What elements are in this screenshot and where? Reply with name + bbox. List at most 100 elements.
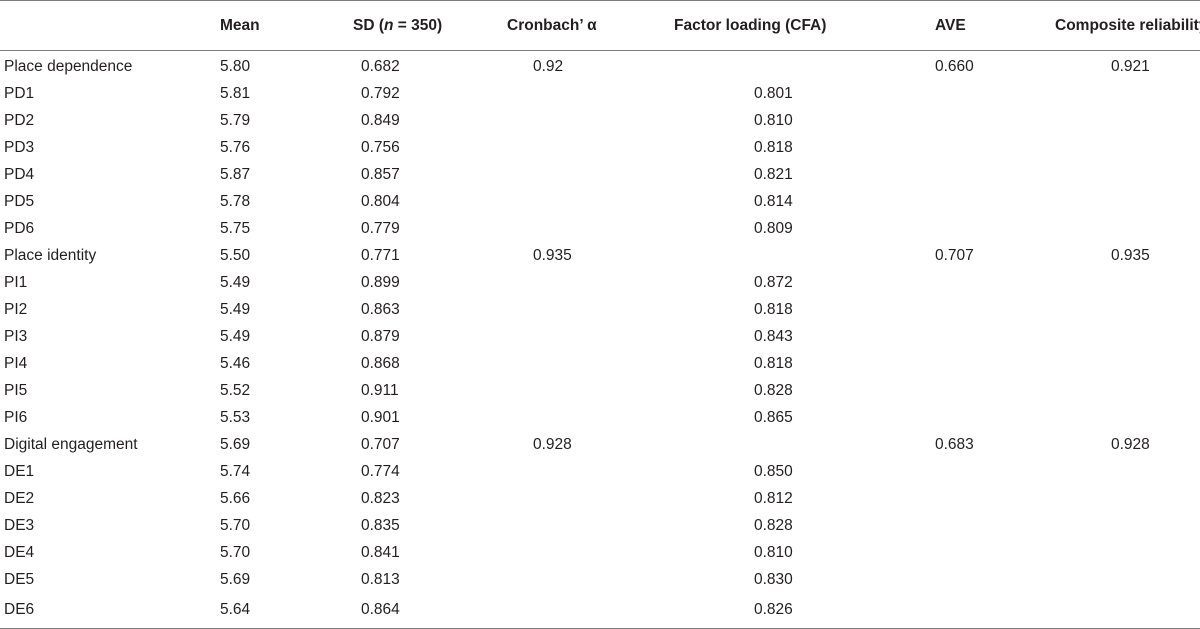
cell-ave	[887, 485, 1011, 512]
cell-mean: 5.49	[220, 327, 251, 345]
table-row: Place dependence 5.80 0.682 0.92 0.660 0.921	[0, 51, 1200, 81]
cell-mean: 5.53	[220, 408, 251, 426]
cell-label: Place dependence	[4, 57, 133, 75]
cell-composite-reliability	[1011, 539, 1200, 566]
cell-label: PI1	[4, 273, 28, 291]
cell-cronbach-alpha	[487, 485, 666, 512]
cell-mean: 5.75	[220, 219, 251, 237]
cell-factor-loading: 0.865	[754, 408, 793, 426]
cell-label: PI5	[4, 381, 28, 399]
cell-sd: 0.813	[361, 570, 400, 588]
cell-cronbach-alpha	[487, 80, 666, 107]
cell-sd: 0.911	[361, 381, 399, 399]
cell-cronbach-alpha	[487, 512, 666, 539]
cell-factor-loading: 0.843	[754, 327, 793, 345]
cell-cronbach-alpha	[487, 350, 666, 377]
cell-mean: 5.46	[220, 354, 251, 372]
cell-sd: 0.901	[361, 408, 400, 426]
header-label	[0, 0, 198, 51]
table-row: DE5 5.69 0.813 0.830	[0, 566, 1200, 593]
cell-label: DE5	[4, 570, 35, 588]
cell-ave	[887, 80, 1011, 107]
cell-sd: 0.771	[361, 246, 400, 264]
cell-label: DE2	[4, 489, 35, 507]
cell-mean: 5.50	[220, 246, 251, 264]
table-row: PD1 5.81 0.792 0.801	[0, 80, 1200, 107]
header-ave: AVE	[887, 0, 1011, 51]
header-sd-n: n	[384, 16, 394, 34]
cell-sd: 0.879	[361, 327, 400, 345]
cell-sd: 0.857	[361, 165, 400, 183]
cell-ave	[887, 593, 1011, 629]
cell-mean: 5.52	[220, 381, 251, 399]
cell-label: PI6	[4, 408, 28, 426]
cell-label: DE3	[4, 516, 35, 534]
cell-sd: 0.792	[361, 84, 400, 102]
cell-factor-loading: 0.821	[754, 165, 793, 183]
cell-label: PI3	[4, 327, 28, 345]
cell-composite-reliability	[1011, 269, 1200, 296]
cell-sd: 0.823	[361, 489, 400, 507]
cell-factor-loading: 0.826	[666, 593, 887, 629]
cell-sd: 0.864	[281, 593, 487, 629]
table-body: Place dependence 5.80 0.682 0.92 0.660 0.921 P…	[0, 51, 1200, 629]
cell-cronbach-alpha	[487, 404, 666, 431]
header-sd-prefix: SD (	[353, 16, 384, 34]
cell-factor-loading: 0.814	[754, 192, 793, 210]
header-row: Mean SD (n = 350) Cronbach’ α Factor loa…	[0, 0, 1200, 51]
cell-label: DE4	[4, 543, 35, 561]
cell-mean: 5.79	[220, 111, 251, 129]
cell-composite-reliability	[1011, 512, 1200, 539]
cell-factor-loading	[666, 431, 887, 458]
table-row: PD5 5.78 0.804 0.814	[0, 188, 1200, 215]
table-header: Mean SD (n = 350) Cronbach’ α Factor loa…	[0, 0, 1200, 51]
cell-mean: 5.69	[220, 570, 251, 588]
cell-cronbach-alpha	[487, 107, 666, 134]
cell-cronbach-alpha: 0.928	[533, 435, 572, 453]
cell-composite-reliability: 0.935	[1111, 246, 1150, 264]
cell-composite-reliability	[1011, 188, 1200, 215]
header-mean: Mean	[198, 0, 281, 51]
cell-ave: 0.660	[935, 57, 974, 75]
cell-sd: 0.774	[361, 462, 400, 480]
header-sd: SD (n = 350)	[281, 0, 487, 51]
table-row: PI4 5.46 0.868 0.818	[0, 350, 1200, 377]
cell-composite-reliability	[1011, 458, 1200, 485]
cell-sd: 0.849	[361, 111, 400, 129]
table-row: PI1 5.49 0.899 0.872	[0, 269, 1200, 296]
cell-mean: 5.76	[220, 138, 251, 156]
cell-label: Digital engagement	[4, 435, 138, 453]
cell-sd: 0.835	[361, 516, 400, 534]
cell-factor-loading: 0.810	[754, 111, 793, 129]
cell-sd: 0.863	[361, 300, 400, 318]
cell-composite-reliability	[1011, 107, 1200, 134]
table-row: PI5 5.52 0.911 0.828	[0, 377, 1200, 404]
cell-mean: 5.49	[220, 300, 251, 318]
cell-sd: 0.707	[361, 435, 400, 453]
cell-sd: 0.779	[361, 219, 400, 237]
cell-sd: 0.868	[361, 354, 400, 372]
cell-mean: 5.64	[198, 593, 281, 629]
header-cronbach-alpha: Cronbach’ α	[487, 0, 666, 51]
cell-ave	[887, 350, 1011, 377]
cell-label: PD1	[4, 84, 35, 102]
cell-factor-loading: 0.812	[754, 489, 793, 507]
cell-composite-reliability	[1011, 593, 1200, 629]
cell-composite-reliability	[1011, 566, 1200, 593]
cell-ave	[887, 512, 1011, 539]
cell-ave	[887, 377, 1011, 404]
cell-label: PI2	[4, 300, 28, 318]
cell-cronbach-alpha: 0.935	[533, 246, 572, 264]
cell-factor-loading	[666, 51, 887, 81]
cell-factor-loading: 0.850	[754, 462, 793, 480]
cell-mean: 5.87	[220, 165, 251, 183]
cell-factor-loading: 0.830	[754, 570, 793, 588]
cell-cronbach-alpha	[487, 215, 666, 242]
header-sd-suffix: = 350)	[393, 16, 443, 34]
table-row: PD4 5.87 0.857 0.821	[0, 161, 1200, 188]
cell-sd: 0.804	[361, 192, 400, 210]
cell-label: PD2	[4, 111, 35, 129]
cell-cronbach-alpha	[487, 377, 666, 404]
cell-ave	[887, 134, 1011, 161]
